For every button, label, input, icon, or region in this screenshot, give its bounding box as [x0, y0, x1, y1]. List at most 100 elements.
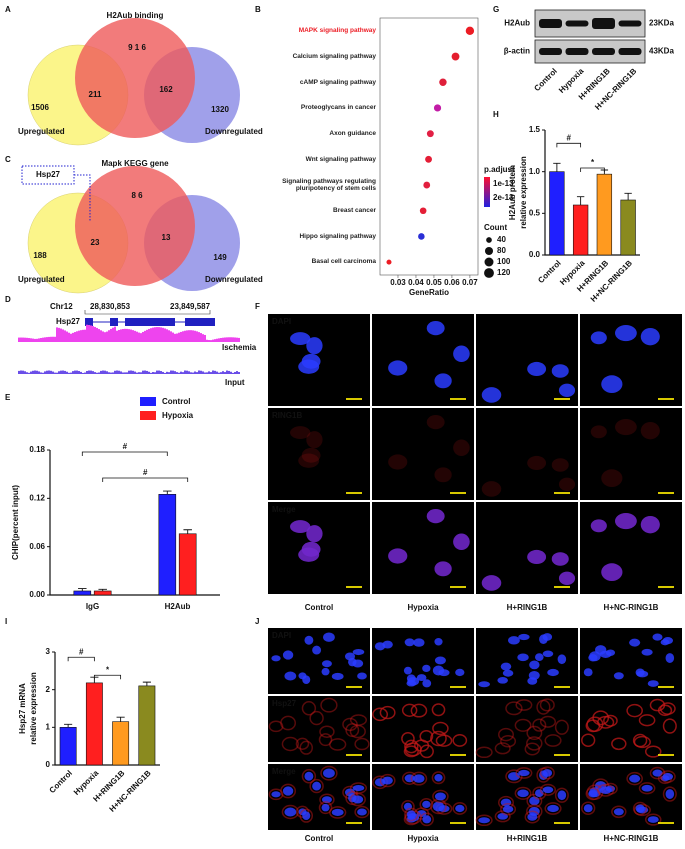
nucleus: [557, 654, 567, 665]
input-signal: [28, 372, 30, 374]
nucleus: [271, 655, 281, 662]
exon: [185, 318, 215, 326]
stain-signal: [626, 771, 643, 786]
input-signal: [184, 370, 186, 374]
y-tick-label: 0.06: [29, 542, 45, 551]
stain-signal: [558, 571, 576, 585]
ischemia-signal: [66, 331, 68, 342]
ischemia-signal: [110, 328, 112, 342]
input-signal: [194, 371, 196, 374]
input-signal: [170, 370, 172, 374]
input-signal: [74, 370, 76, 374]
error-bar: [64, 723, 73, 728]
input-signal: [200, 370, 202, 374]
input-signal: [172, 370, 174, 374]
nucleus: [535, 653, 544, 662]
significance-bracket: [93, 674, 122, 680]
colorbar-label: 1e-13: [493, 179, 514, 188]
ischemia-signal: [182, 331, 184, 342]
input-signal: [158, 370, 160, 374]
input-signal: [202, 371, 204, 374]
bar: [596, 173, 613, 256]
stain-signal: [544, 802, 562, 815]
bar: [93, 590, 112, 596]
nucleus: [321, 667, 330, 676]
legend-label: Control: [162, 397, 190, 406]
input-signal: [24, 371, 26, 374]
ischemia-signal: [78, 330, 80, 342]
ischemia-signal: [20, 337, 22, 342]
ischemia-signal: [178, 332, 180, 342]
stain-signal: [644, 813, 662, 826]
gene-name: Hsp27: [56, 317, 81, 326]
nucleus: [298, 359, 320, 374]
input-signal: [90, 370, 92, 374]
nucleus: [588, 790, 598, 798]
nucleus: [306, 337, 323, 355]
nucleus: [455, 668, 465, 677]
stain-signal: [611, 737, 627, 751]
nucleus: [422, 679, 432, 688]
ischemia-signal: [80, 330, 82, 342]
ischemia-signal: [88, 325, 90, 342]
stain-signal: [524, 742, 540, 756]
stain-signal: [268, 720, 284, 733]
panel-letter: D: [5, 295, 11, 304]
ischemia-signal: [234, 337, 236, 342]
input-signal: [100, 370, 102, 374]
nucleus: [434, 561, 452, 577]
nucleus: [298, 547, 320, 562]
ischemia-signal: [46, 337, 48, 342]
stain-signal: [558, 477, 576, 491]
input-signal: [176, 372, 178, 374]
nucleus: [518, 633, 530, 641]
input-signal: [232, 372, 234, 374]
nucleus: [641, 784, 653, 792]
significance-mark: #: [123, 442, 128, 451]
bar: [138, 685, 156, 766]
nucleus: [527, 361, 547, 377]
stain-signal: [481, 481, 502, 497]
dot: [426, 130, 434, 138]
blot-size: 23KDa: [649, 19, 674, 28]
stain-signal: [329, 738, 347, 751]
stain-signal: [551, 552, 569, 566]
input-signal: [214, 370, 216, 374]
stain-signal: [379, 705, 396, 720]
nucleus: [542, 633, 553, 641]
stain-signal: [532, 786, 547, 800]
ischemia-signal: [118, 329, 120, 342]
nucleus: [426, 509, 445, 524]
callout-line: [74, 174, 91, 222]
nucleus: [434, 638, 443, 646]
stain-signal: [498, 727, 514, 742]
stain-signal: [306, 525, 323, 543]
colorbar: [484, 177, 490, 207]
input-signal: [62, 370, 64, 374]
error-bar: [116, 716, 125, 722]
nucleus: [590, 331, 607, 345]
ischemia-signal: [206, 339, 208, 342]
input-signal: [174, 371, 176, 374]
significance-bracket: [81, 451, 168, 456]
stain-signal: [301, 701, 317, 716]
stain-signal: [581, 733, 596, 747]
panel-letter: H: [493, 110, 499, 119]
bar: [85, 682, 103, 766]
stain-signal: [309, 778, 324, 794]
stain-signal: [329, 806, 347, 819]
stain-signal: [320, 765, 338, 781]
stain-signal: [435, 734, 453, 747]
ischemia-signal: [184, 330, 186, 342]
micrograph: [476, 408, 578, 500]
nucleus: [599, 786, 612, 794]
input-signal: [140, 372, 142, 374]
nucleus: [282, 650, 294, 660]
ischemia-signal: [236, 337, 238, 342]
ischemia-signal: [218, 338, 220, 342]
input-signal: [156, 370, 158, 374]
stain-signal: [526, 725, 543, 741]
micrograph: [268, 408, 370, 500]
ischemia-signal: [130, 329, 132, 342]
input-signal: [230, 371, 232, 374]
